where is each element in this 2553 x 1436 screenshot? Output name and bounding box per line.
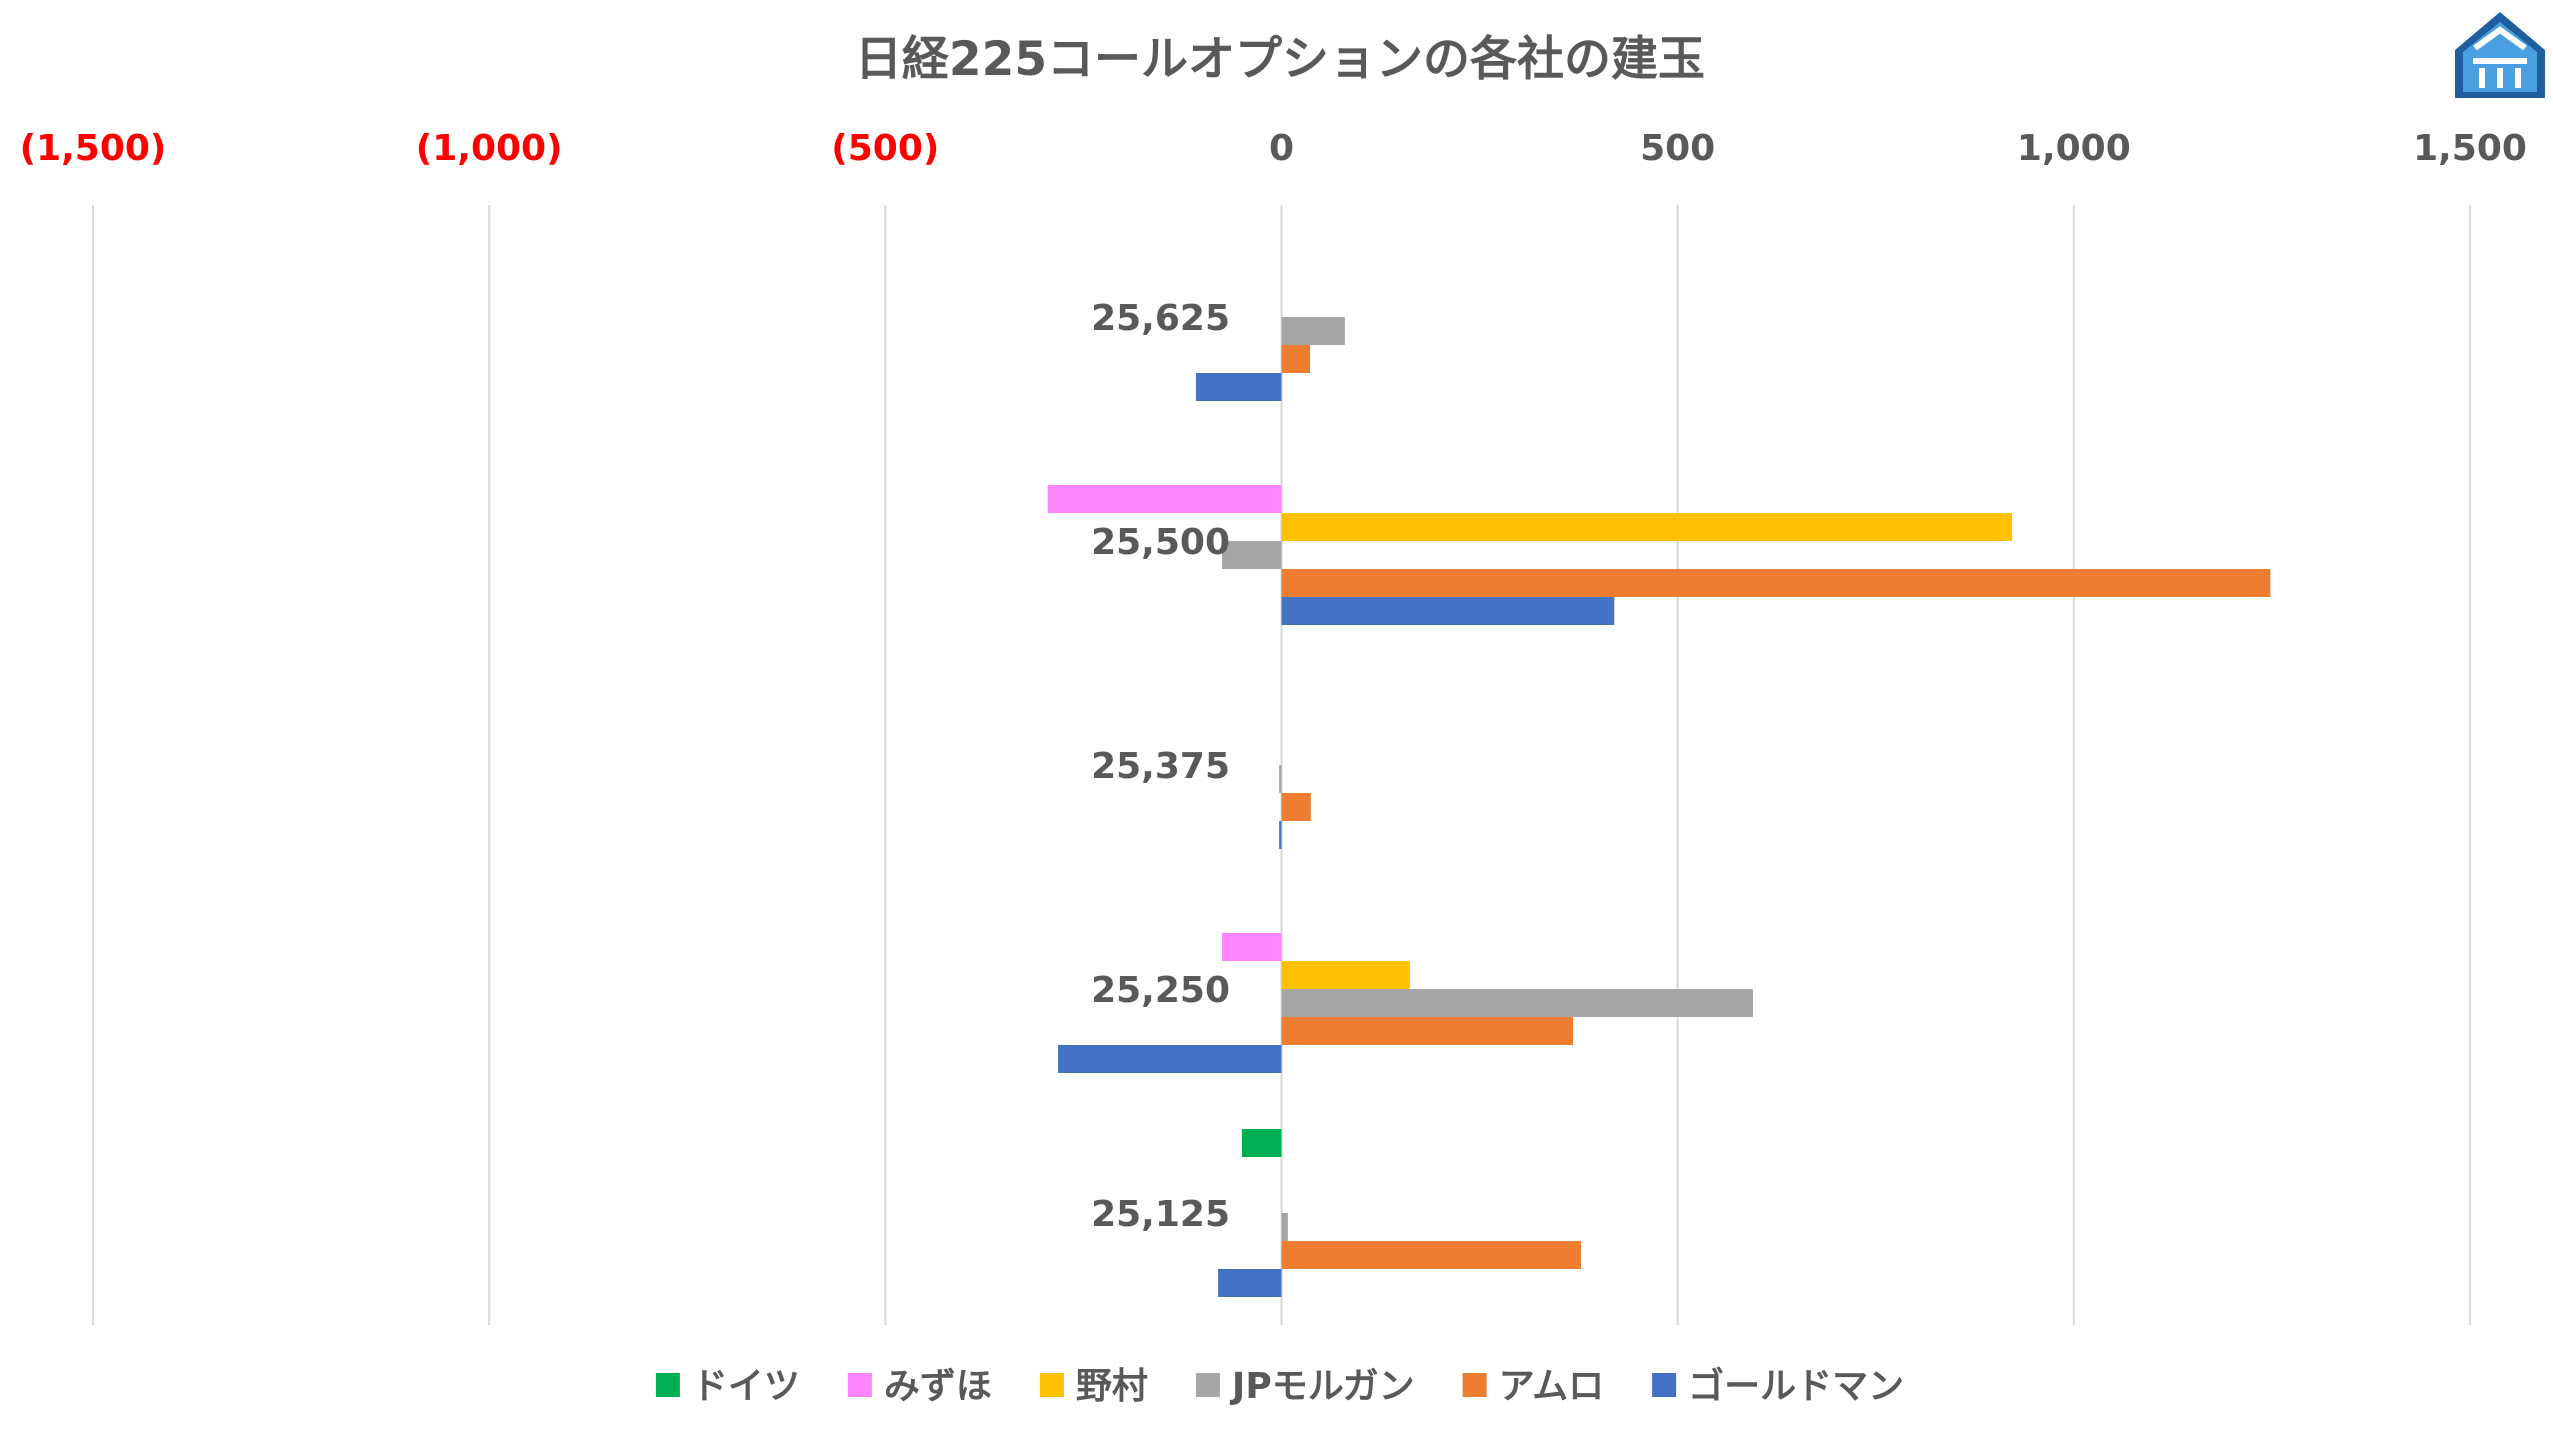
chart-title: 日経225コールオプションの各社の建玉 xyxy=(855,32,1705,87)
category-label-3: 25,250 xyxy=(1091,970,1230,1011)
legend-label-5: ゴールドマン xyxy=(1688,1365,1904,1407)
legend-label-0: ドイツ xyxy=(692,1366,800,1407)
x-tick-label-3: 0 xyxy=(1269,128,1294,169)
category-label-4: 25,125 xyxy=(1091,1194,1230,1235)
bar-JPモルガン-25,125 xyxy=(1281,1213,1288,1241)
bar-ゴールドマン-25,625 xyxy=(1195,373,1282,401)
bar-JPモルガン-25,250 xyxy=(1281,989,1753,1017)
bar-JPモルガン-25,500 xyxy=(1222,541,1282,569)
legend-swatch-1 xyxy=(847,1373,872,1397)
bar-野村-25,250 xyxy=(1281,961,1410,989)
bar-JPモルガン-25,375 xyxy=(1279,765,1282,793)
legend-item-5: ゴールドマン xyxy=(1652,1365,1904,1407)
category-label-2: 25,375 xyxy=(1091,746,1230,787)
category-labels: 25,625 25,500 25,375 25,250 25,125 xyxy=(1091,298,1230,1235)
bar-ゴールドマン-25,125 xyxy=(1218,1269,1282,1297)
x-tick-label-2: (500) xyxy=(831,128,939,169)
bar-ゴールドマン-25,375 xyxy=(1279,821,1282,849)
bar-みずほ-25,500 xyxy=(1047,485,1282,513)
legend-item-1: みずほ xyxy=(847,1366,992,1407)
x-tick-label-5: 1,000 xyxy=(2017,128,2131,169)
bar-アムロ-25,125 xyxy=(1281,1241,1582,1269)
shield-logo xyxy=(2455,12,2545,98)
bar-アムロ-25,500 xyxy=(1281,569,2271,597)
legend: ドイツ みずほ 野村 JPモルガン アムロ ゴールドマン xyxy=(655,1365,1904,1407)
legend-label-1: みずほ xyxy=(884,1366,992,1407)
bar-ゴールドマン-25,250 xyxy=(1058,1045,1282,1073)
legend-item-0: ドイツ xyxy=(655,1366,800,1407)
x-tick-label-4: 500 xyxy=(1640,128,1715,169)
legend-swatch-2 xyxy=(1039,1373,1064,1397)
category-label-0: 25,625 xyxy=(1091,298,1230,339)
category-label-1: 25,500 xyxy=(1091,522,1230,563)
legend-item-3: JPモルガン xyxy=(1195,1366,1415,1407)
bar-アムロ-25,250 xyxy=(1281,1017,1574,1045)
x-tick-label-1: (1,000) xyxy=(416,128,563,169)
x-tick-label-0: (1,500) xyxy=(20,128,167,169)
legend-swatch-5 xyxy=(1652,1373,1677,1397)
legend-label-3: JPモルガン xyxy=(1229,1366,1415,1407)
bar-ゴールドマン-25,500 xyxy=(1281,597,1615,625)
bar-アムロ-25,375 xyxy=(1281,793,1311,821)
bar-アムロ-25,625 xyxy=(1281,345,1311,373)
bar-ドイツ-25,125 xyxy=(1241,1129,1282,1157)
bar-野村-25,500 xyxy=(1281,513,2013,541)
bars xyxy=(1047,317,2271,1297)
legend-swatch-0 xyxy=(655,1373,680,1397)
legend-label-2: 野村 xyxy=(1076,1366,1148,1407)
x-tick-label-6: 1,500 xyxy=(2413,128,2527,169)
x-tick-labels: (1,500) (1,000) (500) 0 500 1,000 1,500 xyxy=(20,128,2527,169)
legend-item-4: アムロ xyxy=(1462,1366,1604,1407)
legend-label-4: アムロ xyxy=(1499,1366,1604,1407)
legend-swatch-4 xyxy=(1462,1373,1487,1397)
bar-JPモルガン-25,625 xyxy=(1281,317,1345,345)
bar-みずほ-25,250 xyxy=(1222,933,1282,961)
legend-item-2: 野村 xyxy=(1039,1366,1148,1407)
legend-swatch-3 xyxy=(1195,1373,1220,1397)
